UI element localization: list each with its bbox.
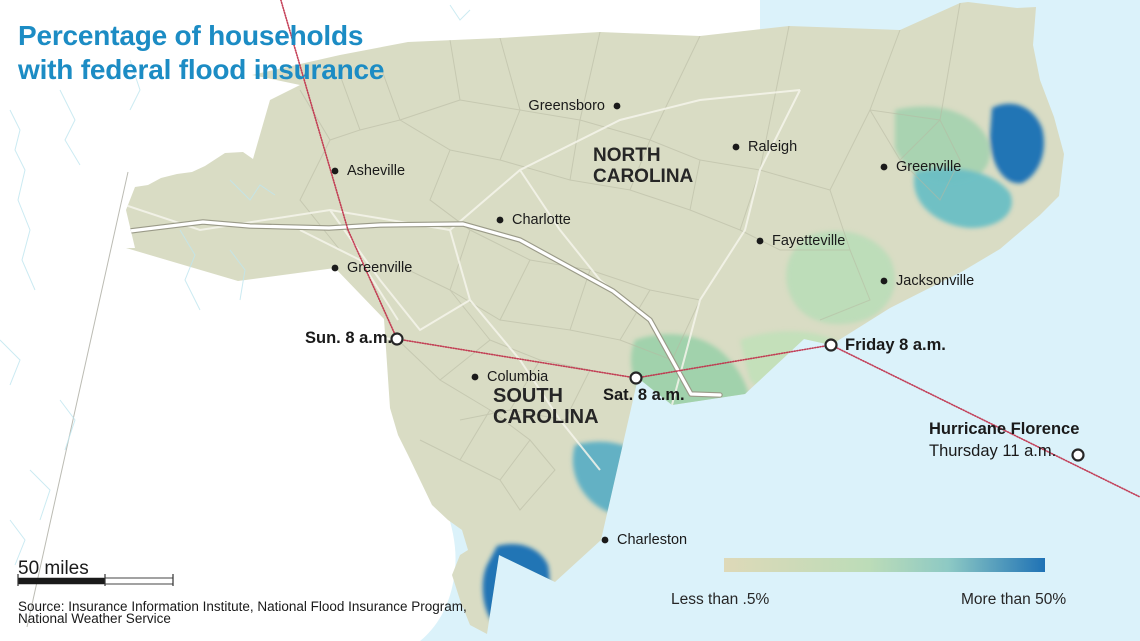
svg-text:Asheville: Asheville — [347, 163, 405, 179]
svg-text:Charlotte: Charlotte — [512, 212, 571, 228]
svg-text:Columbia: Columbia — [487, 369, 549, 385]
svg-text:More than 50%: More than 50% — [961, 591, 1066, 608]
svg-text:Thursday 11 a.m.: Thursday 11 a.m. — [929, 442, 1056, 460]
svg-text:National Weather Service: National Weather Service — [18, 611, 171, 626]
svg-text:CAROLINA: CAROLINA — [593, 166, 694, 187]
svg-text:Sun. 8 a.m.: Sun. 8 a.m. — [305, 329, 392, 347]
svg-text:Hurricane Florence: Hurricane Florence — [929, 420, 1079, 438]
svg-text:Greenville: Greenville — [896, 159, 961, 175]
svg-text:SOUTH: SOUTH — [493, 385, 563, 407]
svg-text:Fayetteville: Fayetteville — [772, 233, 845, 249]
svg-text:CAROLINA: CAROLINA — [493, 406, 599, 428]
svg-text:Greensboro: Greensboro — [528, 98, 605, 114]
svg-text:Jacksonville: Jacksonville — [896, 273, 974, 289]
svg-text:NORTH: NORTH — [593, 145, 661, 166]
svg-text:Raleigh: Raleigh — [748, 139, 797, 155]
svg-text:Sat. 8 a.m.: Sat. 8 a.m. — [603, 386, 685, 404]
svg-text:Friday 8 a.m.: Friday 8 a.m. — [845, 336, 946, 354]
svg-text:Less than .5%: Less than .5% — [671, 591, 769, 608]
svg-text:50 miles: 50 miles — [18, 558, 89, 579]
svg-text:Charleston: Charleston — [617, 532, 687, 548]
svg-text:Greenville: Greenville — [347, 260, 412, 276]
